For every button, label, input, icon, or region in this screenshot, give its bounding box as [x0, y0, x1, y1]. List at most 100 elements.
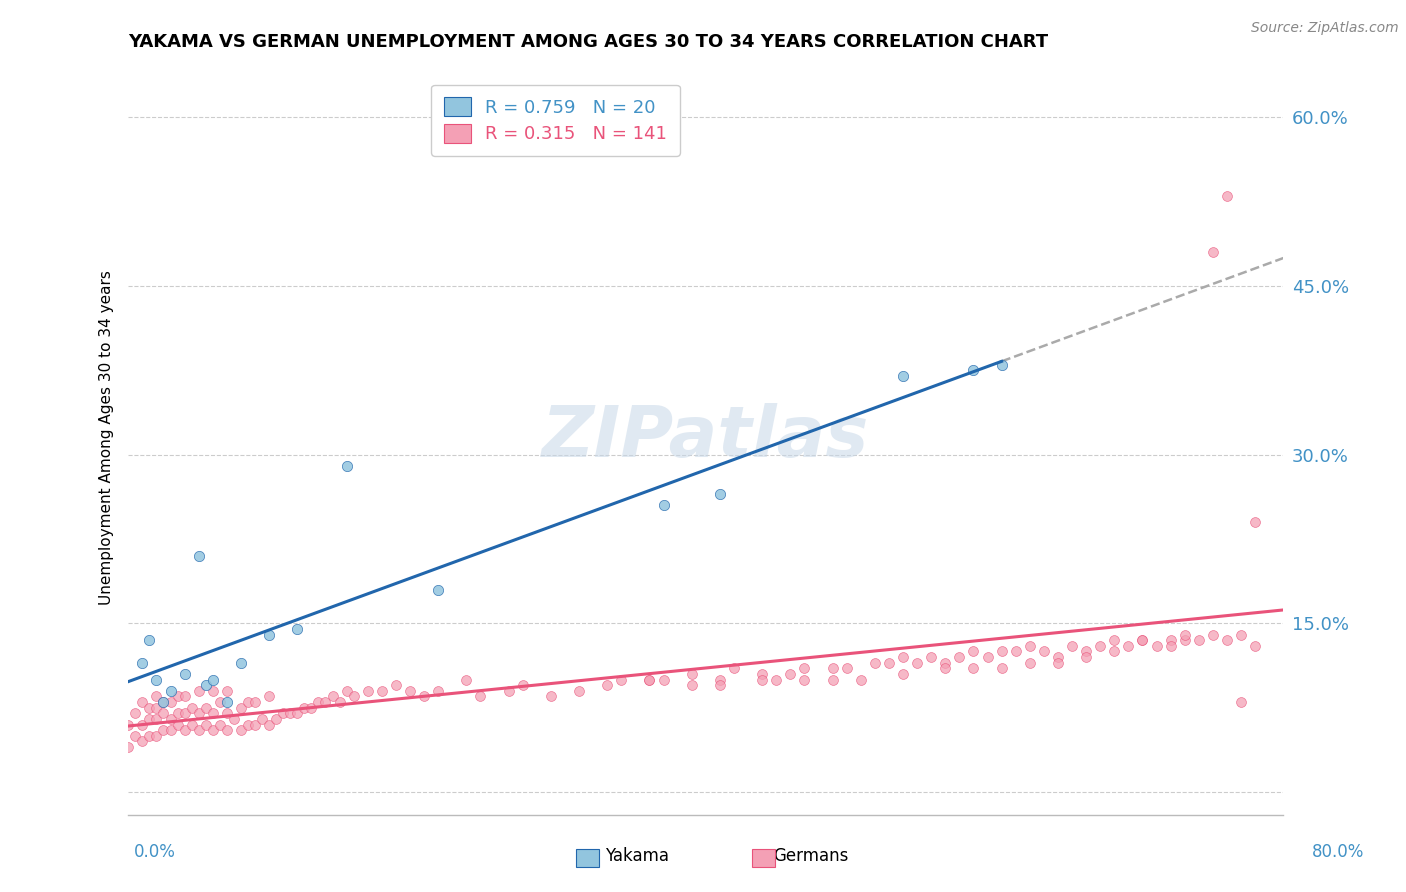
- Point: [117, 717, 139, 731]
- Point: [1202, 627, 1225, 641]
- Point: [321, 690, 343, 704]
- Text: Germans: Germans: [773, 847, 849, 865]
- Point: [159, 695, 181, 709]
- Point: [138, 633, 160, 648]
- Point: [138, 700, 160, 714]
- Point: [1076, 650, 1098, 665]
- Point: [145, 673, 167, 687]
- Point: [257, 627, 280, 641]
- Point: [709, 673, 731, 687]
- Point: [131, 695, 153, 709]
- Point: [990, 358, 1012, 372]
- Point: [257, 690, 280, 704]
- Text: YAKAMA VS GERMAN UNEMPLOYMENT AMONG AGES 30 TO 34 YEARS CORRELATION CHART: YAKAMA VS GERMAN UNEMPLOYMENT AMONG AGES…: [128, 33, 1049, 51]
- Point: [610, 673, 633, 687]
- Point: [498, 683, 520, 698]
- Point: [208, 717, 231, 731]
- Point: [285, 706, 308, 721]
- Point: [835, 661, 858, 675]
- Point: [1004, 644, 1026, 658]
- Point: [821, 673, 844, 687]
- Point: [236, 695, 259, 709]
- Point: [145, 700, 167, 714]
- Point: [990, 661, 1012, 675]
- Point: [271, 706, 294, 721]
- Point: [638, 673, 661, 687]
- Point: [138, 729, 160, 743]
- Point: [934, 661, 956, 675]
- Point: [285, 622, 308, 636]
- Point: [456, 673, 478, 687]
- Point: [371, 683, 394, 698]
- Point: [336, 458, 359, 473]
- Point: [793, 661, 815, 675]
- Point: [173, 667, 195, 681]
- Point: [751, 673, 773, 687]
- Point: [596, 678, 619, 692]
- Point: [891, 667, 914, 681]
- Point: [201, 673, 224, 687]
- Point: [187, 549, 209, 563]
- Point: [336, 683, 359, 698]
- Point: [243, 695, 266, 709]
- Point: [1146, 639, 1168, 653]
- Point: [1132, 633, 1154, 648]
- Point: [187, 723, 209, 738]
- Point: [243, 717, 266, 731]
- Point: [138, 712, 160, 726]
- Point: [920, 650, 942, 665]
- Point: [314, 695, 336, 709]
- Point: [765, 673, 787, 687]
- Point: [194, 717, 217, 731]
- Point: [793, 673, 815, 687]
- Point: [194, 678, 217, 692]
- Point: [709, 487, 731, 501]
- Point: [173, 706, 195, 721]
- Point: [1090, 639, 1112, 653]
- Point: [1046, 650, 1069, 665]
- Point: [292, 700, 315, 714]
- Point: [159, 683, 181, 698]
- Point: [131, 734, 153, 748]
- Point: [278, 706, 301, 721]
- Point: [152, 695, 174, 709]
- Point: [427, 683, 450, 698]
- Point: [145, 690, 167, 704]
- Point: [681, 678, 703, 692]
- Point: [399, 683, 422, 698]
- Point: [863, 656, 886, 670]
- Point: [250, 712, 273, 726]
- Point: [709, 678, 731, 692]
- Point: [166, 690, 188, 704]
- Point: [976, 650, 998, 665]
- Point: [1202, 245, 1225, 260]
- Point: [877, 656, 900, 670]
- Point: [540, 690, 562, 704]
- Point: [779, 667, 801, 681]
- Point: [1244, 515, 1267, 529]
- Point: [1244, 639, 1267, 653]
- Point: [1046, 656, 1069, 670]
- Point: [652, 498, 675, 512]
- Point: [117, 740, 139, 755]
- Text: Source: ZipAtlas.com: Source: ZipAtlas.com: [1251, 21, 1399, 36]
- Point: [152, 695, 174, 709]
- Point: [1076, 644, 1098, 658]
- Point: [948, 650, 970, 665]
- Point: [215, 723, 238, 738]
- Point: [962, 644, 984, 658]
- Point: [152, 706, 174, 721]
- Point: [343, 690, 366, 704]
- Point: [1160, 633, 1182, 648]
- Point: [236, 717, 259, 731]
- Point: [131, 656, 153, 670]
- Point: [180, 700, 202, 714]
- Point: [1174, 627, 1197, 641]
- Point: [1104, 644, 1126, 658]
- Point: [962, 661, 984, 675]
- Point: [891, 650, 914, 665]
- Text: ZIPatlas: ZIPatlas: [543, 403, 869, 472]
- Point: [568, 683, 591, 698]
- Point: [1032, 644, 1054, 658]
- Point: [1216, 633, 1239, 648]
